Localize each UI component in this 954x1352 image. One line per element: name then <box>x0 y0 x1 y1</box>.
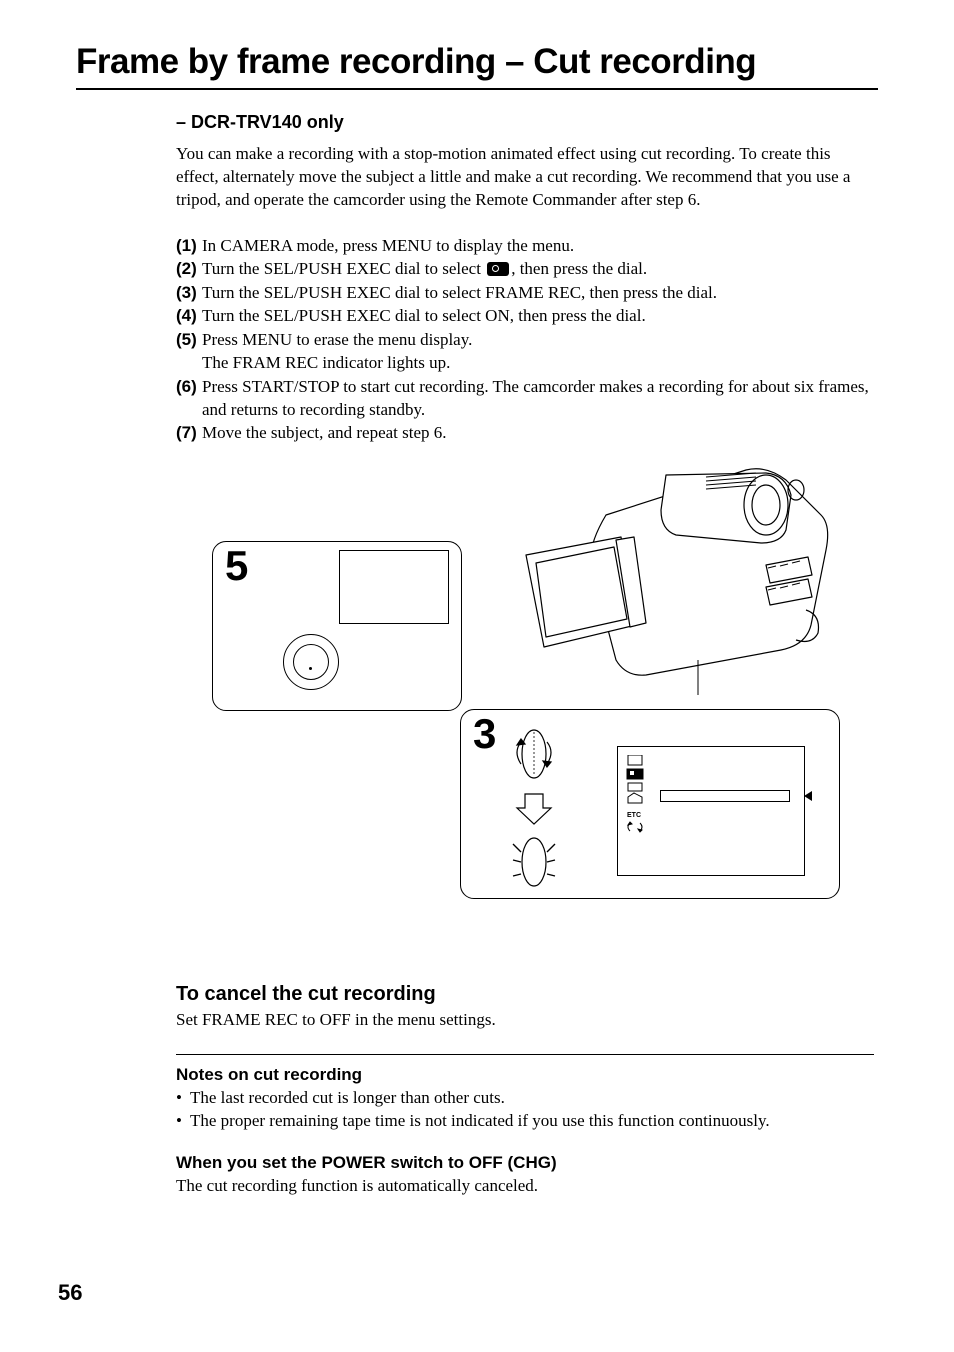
bullet-item: • The proper remaining tape time is not … <box>176 1110 874 1133</box>
step-1: (1) In CAMERA mode, press MENU to displa… <box>176 234 874 257</box>
figure-label-5: 5 <box>225 542 248 590</box>
step-number: (5) <box>176 328 202 351</box>
step-number: (6) <box>176 375 202 422</box>
step-3: (3) Turn the SEL/PUSH EXEC dial to selec… <box>176 281 874 304</box>
bullet-mark: • <box>176 1110 190 1133</box>
figure-menu-selected-bar <box>660 790 790 802</box>
step-text: Move the subject, and repeat step 6. <box>202 421 874 444</box>
step-5-sub: The FRAM REC indicator lights up. <box>176 351 874 374</box>
step-text: Turn the SEL/PUSH EXEC dial to select , … <box>202 257 874 280</box>
figure-menu-lcd: ETC <box>617 746 805 876</box>
figure-menu-screen-blank <box>339 550 449 624</box>
step-text-pre: Turn the SEL/PUSH EXEC dial to select <box>202 259 485 278</box>
camcorder-illustration <box>466 455 846 705</box>
step-number: (2) <box>176 257 202 280</box>
step-5: (5) Press MENU to erase the menu display… <box>176 328 874 351</box>
step-7: (7) Move the subject, and repeat step 6. <box>176 421 874 444</box>
bullet-mark: • <box>176 1087 190 1110</box>
step-2: (2) Turn the SEL/PUSH EXEC dial to selec… <box>176 257 874 280</box>
step-text: Turn the SEL/PUSH EXEC dial to select FR… <box>202 281 874 304</box>
cancel-text: Set FRAME REC to OFF in the menu setting… <box>176 1009 874 1032</box>
step-number: (4) <box>176 304 202 327</box>
figure-menu-icon-stack: ETC <box>626 755 646 836</box>
figure-panel-5: 5 <box>212 541 462 711</box>
step-text: Press MENU to erase the menu display. <box>202 328 874 351</box>
step-number: (3) <box>176 281 202 304</box>
steps-list: (1) In CAMERA mode, press MENU to displa… <box>176 234 874 445</box>
step-text: Turn the SEL/PUSH EXEC dial to select ON… <box>202 304 874 327</box>
figure-area: 5 <box>176 469 874 949</box>
step-text: Press START/STOP to start cut recording.… <box>202 375 874 422</box>
notes-heading: Notes on cut recording <box>176 1065 874 1085</box>
intro-paragraph: You can make a recording with a stop-mot… <box>176 143 874 212</box>
bullet-item: • The last recorded cut is longer than o… <box>176 1087 874 1110</box>
figure-menu-button-inner <box>293 644 329 680</box>
figure-menu-cursor-icon <box>804 791 812 801</box>
svg-text:ETC: ETC <box>627 812 641 819</box>
page-number: 56 <box>58 1280 82 1306</box>
bullet-text: The last recorded cut is longer than oth… <box>190 1087 505 1110</box>
horizontal-rule <box>176 1054 874 1055</box>
step-text-post: , then press the dial. <box>511 259 647 278</box>
step-number: (1) <box>176 234 202 257</box>
dial-illustration <box>507 724 561 894</box>
figure-menu-button-dot <box>309 667 312 670</box>
camera-menu-icon <box>487 262 509 276</box>
cancel-heading: To cancel the cut recording <box>176 983 874 1006</box>
step-number: (7) <box>176 421 202 444</box>
step-text: In CAMERA mode, press MENU to display th… <box>202 234 874 257</box>
figure-panel-3: 3 <box>460 709 840 899</box>
bullet-text: The proper remaining tape time is not in… <box>190 1110 770 1133</box>
notes-bullets: • The last recorded cut is longer than o… <box>176 1087 874 1133</box>
model-subtitle: – DCR-TRV140 only <box>176 112 874 133</box>
power-text: The cut recording function is automatica… <box>176 1175 874 1198</box>
page-title: Frame by frame recording – Cut recording <box>76 42 878 90</box>
step-4: (4) Turn the SEL/PUSH EXEC dial to selec… <box>176 304 874 327</box>
figure-label-3: 3 <box>473 710 496 758</box>
step-6: (6) Press START/STOP to start cut record… <box>176 375 874 422</box>
content-area: – DCR-TRV140 only You can make a recordi… <box>76 112 878 1198</box>
power-heading: When you set the POWER switch to OFF (CH… <box>176 1153 874 1173</box>
